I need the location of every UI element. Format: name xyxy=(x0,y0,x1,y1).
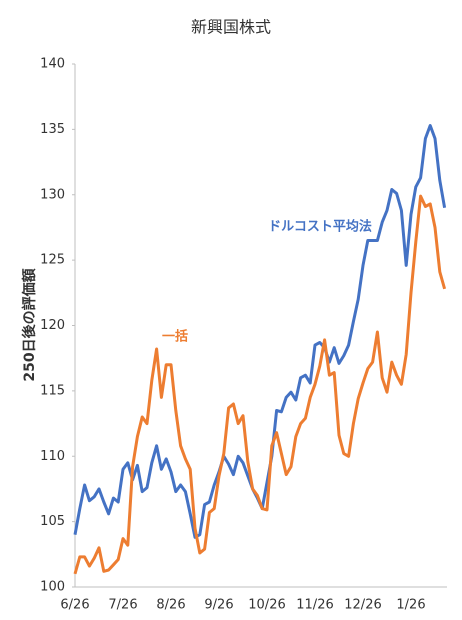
series-line xyxy=(73,124,447,539)
x-tick-label: 1/26 xyxy=(396,598,425,613)
y-axis-label: 250日後の評価額 xyxy=(21,268,38,381)
y-tick-label: 130 xyxy=(40,187,65,202)
x-tick-label: 8/26 xyxy=(156,598,185,613)
x-tick-label: 10/26 xyxy=(248,598,285,613)
x-tick-label: 7/26 xyxy=(108,598,137,613)
chart-title: 新興国株式 xyxy=(191,18,271,37)
y-tick-label: 105 xyxy=(40,514,65,529)
y-tick-label: 100 xyxy=(40,580,65,595)
x-tick-label: 9/26 xyxy=(204,598,233,613)
series-label: 一括 xyxy=(162,329,188,345)
y-tick-label: 115 xyxy=(40,383,65,398)
series-line xyxy=(73,194,447,575)
y-tick-label: 135 xyxy=(40,122,65,137)
y-tick-label: 120 xyxy=(40,318,65,333)
x-tick-label: 11/26 xyxy=(296,598,333,613)
x-tick-label: 12/26 xyxy=(344,598,381,613)
y-tick-label: 125 xyxy=(40,253,65,268)
x-tick-label: 6/26 xyxy=(60,598,89,613)
y-tick-label: 140 xyxy=(40,57,65,72)
y-tick-label: 110 xyxy=(40,449,65,464)
series-label: ドルコスト平均法 xyxy=(268,219,372,235)
